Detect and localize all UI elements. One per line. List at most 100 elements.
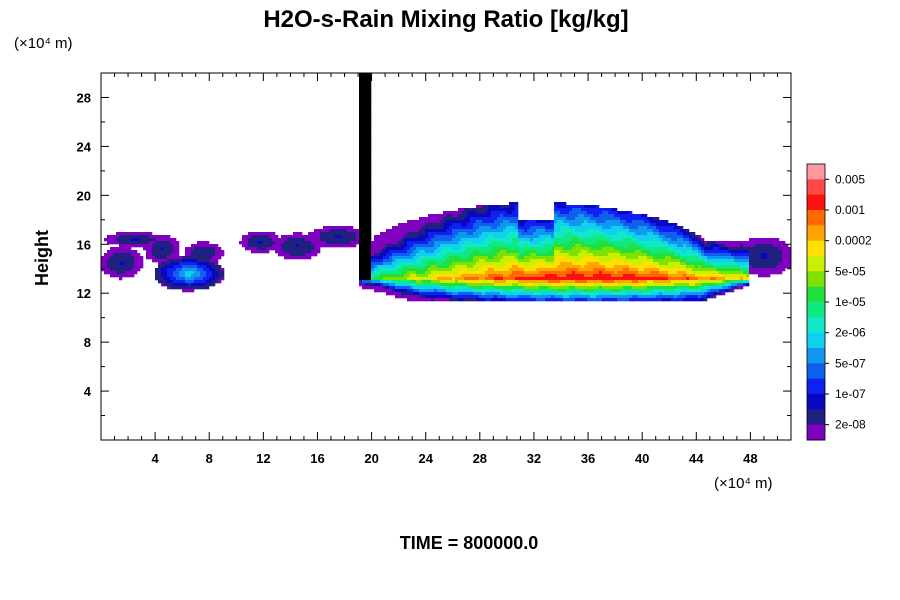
- field-cell: [413, 274, 417, 278]
- field-cell: [575, 238, 579, 242]
- field-cell: [752, 253, 756, 257]
- field-cell: [377, 250, 381, 254]
- field-cell: [443, 250, 447, 254]
- field-cell: [671, 244, 675, 248]
- field-cell: [299, 253, 303, 257]
- field-cell: [566, 247, 570, 251]
- field-cell: [491, 235, 495, 239]
- field-cell: [641, 217, 645, 221]
- field-cell: [641, 295, 645, 299]
- field-cell: [158, 277, 162, 281]
- field-cell: [653, 253, 657, 257]
- field-cell: [578, 271, 582, 275]
- field-cell: [527, 229, 531, 233]
- field-cell: [167, 250, 171, 254]
- field-cell: [545, 268, 549, 272]
- field-cell: [386, 283, 390, 287]
- field-cell: [515, 238, 519, 242]
- field-cell: [479, 214, 483, 218]
- field-cell: [752, 250, 756, 254]
- field-cell: [515, 220, 519, 224]
- field-cell: [623, 274, 627, 278]
- field-cell: [782, 250, 786, 254]
- field-cell: [680, 265, 684, 269]
- field-cell: [590, 244, 594, 248]
- field-cell: [317, 229, 321, 233]
- field-cell: [692, 283, 696, 287]
- field-cell: [638, 274, 642, 278]
- field-cell: [143, 238, 147, 242]
- field-cell: [125, 253, 129, 257]
- field-cell: [362, 169, 366, 173]
- field-cell: [452, 217, 456, 221]
- field-cell: [404, 232, 408, 236]
- field-cell: [368, 232, 372, 236]
- field-cell: [569, 271, 573, 275]
- field-cell: [215, 265, 219, 269]
- field-cell: [623, 268, 627, 272]
- field-cell: [155, 271, 159, 275]
- field-cell: [668, 229, 672, 233]
- field-cell: [194, 262, 198, 266]
- field-cell: [365, 223, 369, 227]
- field-cell: [746, 244, 750, 248]
- field-cell: [650, 217, 654, 221]
- field-cell: [365, 154, 369, 158]
- field-cell: [434, 292, 438, 296]
- field-cell: [728, 262, 732, 266]
- field-cell: [488, 292, 492, 296]
- field-cell: [542, 226, 546, 230]
- field-cell: [158, 262, 162, 266]
- field-cell: [527, 259, 531, 263]
- field-cell: [362, 115, 366, 119]
- field-cell: [521, 298, 525, 302]
- field-cell: [455, 241, 459, 245]
- field-cell: [440, 226, 444, 230]
- field-cell: [431, 253, 435, 257]
- field-cell: [101, 268, 105, 272]
- field-cell: [665, 292, 669, 296]
- field-cell: [191, 283, 195, 287]
- field-cell: [494, 289, 498, 293]
- field-cell: [491, 250, 495, 254]
- field-cell: [578, 292, 582, 296]
- field-cell: [356, 241, 360, 245]
- field-cell: [626, 283, 630, 287]
- field-cell: [701, 244, 705, 248]
- field-cell: [476, 271, 480, 275]
- field-cell: [506, 298, 510, 302]
- field-cell: [629, 232, 633, 236]
- field-cell: [407, 220, 411, 224]
- field-cell: [554, 202, 558, 206]
- field-cell: [749, 250, 753, 254]
- field-cell: [368, 226, 372, 230]
- field-cell: [518, 226, 522, 230]
- field-cell: [593, 241, 597, 245]
- field-cell: [359, 166, 363, 170]
- field-cell: [131, 232, 135, 236]
- field-cell: [359, 241, 363, 245]
- field-cell: [269, 235, 273, 239]
- field-cell: [206, 244, 210, 248]
- field-cell: [422, 247, 426, 251]
- field-cell: [449, 220, 453, 224]
- field-cell: [407, 268, 411, 272]
- field-cell: [605, 232, 609, 236]
- field-cell: [566, 286, 570, 290]
- field-cell: [629, 250, 633, 254]
- field-cell: [743, 280, 747, 284]
- field-cell: [587, 262, 591, 266]
- field-cell: [203, 286, 207, 290]
- field-cell: [605, 256, 609, 260]
- field-cell: [380, 244, 384, 248]
- field-cell: [365, 163, 369, 167]
- field-cell: [212, 256, 216, 260]
- field-cell: [713, 262, 717, 266]
- field-cell: [158, 250, 162, 254]
- field-cell: [422, 253, 426, 257]
- field-cell: [479, 271, 483, 275]
- field-cell: [494, 232, 498, 236]
- field-cell: [710, 280, 714, 284]
- field-cell: [647, 274, 651, 278]
- field-cell: [773, 271, 777, 275]
